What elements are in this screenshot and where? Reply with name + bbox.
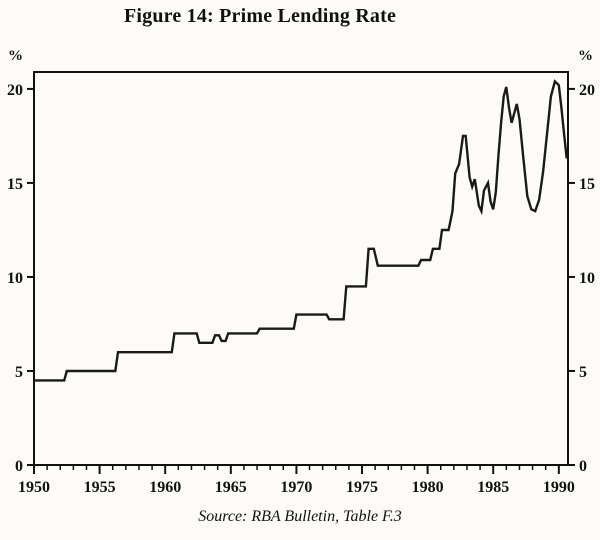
y-tick-label-left: 10 — [7, 270, 23, 287]
x-tick-label: 1975 — [346, 479, 378, 496]
figure-title: Figure 14: Prime Lending Rate — [123, 5, 397, 27]
x-tick-label: 1955 — [84, 479, 116, 496]
plot-frame — [33, 71, 569, 466]
x-tick-label: 1990 — [543, 479, 575, 496]
y-tick-label-left: 0 — [15, 458, 23, 475]
y-tick-label-right: 0 — [579, 458, 587, 475]
x-tick-label: 1980 — [412, 479, 444, 496]
prime-lending-rate-chart: 0 0 5 5 10 10 15 15 20 20% % 1950 1955 1960 1965 1970 19… — [7, 48, 595, 496]
source-note: Source: RBA Bulletin, Table F.3 — [198, 508, 402, 525]
x-tick-label: 1985 — [477, 479, 509, 496]
y-tick-label-right: 5 — [579, 364, 587, 381]
x-tick-label: 1950 — [18, 479, 50, 496]
y-tick-label-left: 20 — [7, 82, 23, 99]
y-axis-unit-right: % — [578, 48, 593, 64]
y-tick-label-right: 15 — [579, 176, 595, 193]
y-tick-label-left: 5 — [15, 364, 23, 381]
x-tick-label: 1960 — [149, 479, 181, 496]
x-tick-label: 1970 — [280, 479, 312, 496]
y-axis-unit-left: % — [8, 48, 23, 64]
y-tick-label-right: 10 — [579, 270, 595, 287]
y-tick-label-left: 15 — [7, 176, 23, 193]
x-tick-label: 1965 — [215, 479, 247, 496]
y-tick-label-right: 20 — [579, 82, 595, 99]
prime-lending-rate-line — [34, 79, 568, 382]
